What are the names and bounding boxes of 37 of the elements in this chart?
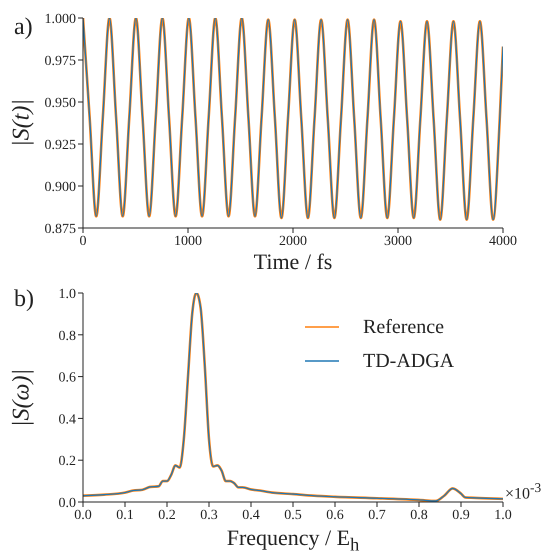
x-axis-title: Time / fs [252, 249, 334, 275]
x-tick-label: 0.9 [452, 508, 470, 523]
y-tick-label: 0.975 [44, 54, 76, 69]
y-tick-label: 0.950 [44, 96, 76, 111]
x-axis-title: Frequency / E$_{h}$ [226, 525, 360, 552]
x-tick-label: 0.2 [158, 508, 176, 523]
y-tick-label: 0.0 [58, 496, 76, 511]
legend-label: Reference [363, 316, 444, 338]
y-tick-label: 0.8 [58, 328, 76, 344]
y-tick-label: 0.6 [58, 370, 76, 386]
y-tick-label: 1.0 [58, 286, 76, 302]
x-tick-label: 0.5 [284, 508, 302, 523]
y-tick-label: 1.000 [44, 12, 76, 27]
text: a) [14, 14, 33, 41]
y-tick-label: 0.900 [44, 180, 76, 195]
x-tick-label: 0 [80, 234, 86, 249]
text: b) [14, 286, 34, 313]
x-tick-label: 0.6 [326, 508, 344, 523]
y-tick-label: 0.4 [58, 412, 76, 428]
legend-label: TD-ADGA [363, 350, 454, 372]
x-tick-label: 0.1 [116, 508, 134, 523]
x-tick-label: 0.8 [410, 508, 428, 523]
x-tick-label: 0.0 [74, 508, 92, 523]
y-axis-title: |S(ω)| [8, 368, 36, 427]
text: ×10$^{-3}$ [505, 480, 542, 504]
x-tick-label: 3000 [384, 234, 412, 249]
y-axis-title: |S(t)| [8, 99, 36, 147]
x-tick-label: 2000 [279, 234, 307, 249]
x-tick-label: 0.3 [200, 508, 218, 523]
x-tick-label: 0.7 [368, 508, 386, 523]
y-tick-label: 0.875 [44, 222, 76, 237]
y-tick-label: 0.2 [58, 454, 76, 470]
x-tick-label: 1000 [174, 234, 202, 249]
x-tick-label: 0.4 [242, 508, 260, 523]
y-tick-label: 0.925 [44, 138, 76, 153]
x-tick-label: 4000 [489, 234, 517, 249]
x-tick-label: 1.0 [494, 508, 512, 523]
